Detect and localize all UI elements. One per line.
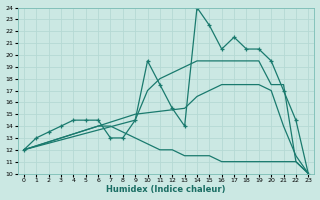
X-axis label: Humidex (Indice chaleur): Humidex (Indice chaleur): [106, 185, 226, 194]
